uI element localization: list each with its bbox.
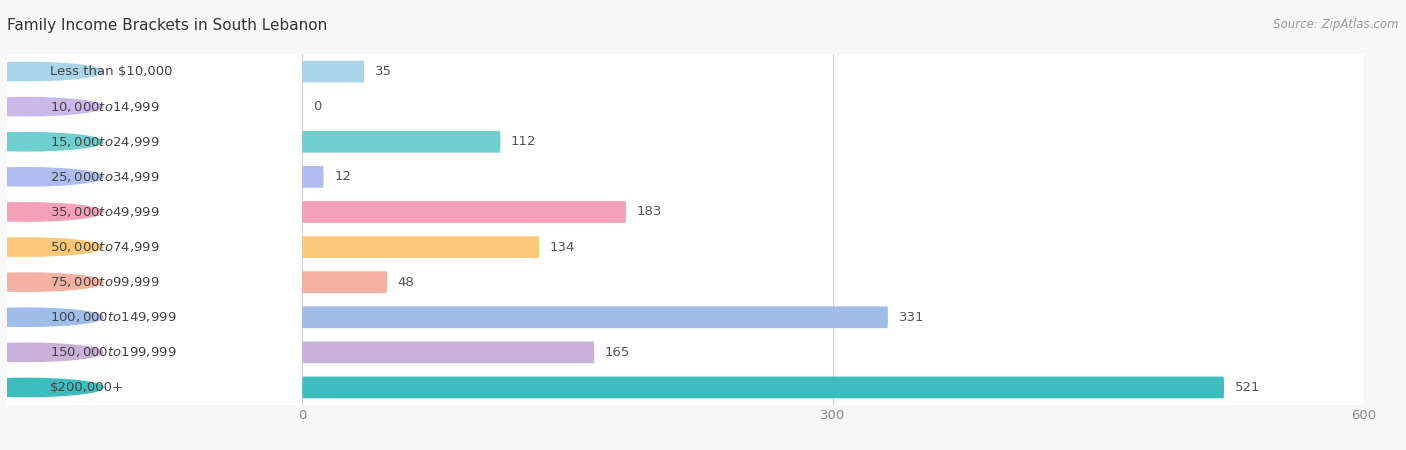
FancyBboxPatch shape <box>302 201 626 223</box>
FancyBboxPatch shape <box>10 61 297 82</box>
FancyBboxPatch shape <box>10 166 297 188</box>
FancyBboxPatch shape <box>10 377 297 398</box>
Text: $75,000 to $99,999: $75,000 to $99,999 <box>49 275 159 289</box>
Text: $10,000 to $14,999: $10,000 to $14,999 <box>49 99 159 114</box>
Text: 12: 12 <box>335 171 352 183</box>
Bar <box>302 370 1364 405</box>
Text: $100,000 to $149,999: $100,000 to $149,999 <box>49 310 176 324</box>
Bar <box>7 300 302 335</box>
Text: 134: 134 <box>550 241 575 253</box>
Bar <box>7 194 302 230</box>
Text: Less than $10,000: Less than $10,000 <box>49 65 173 78</box>
Text: $200,000+: $200,000+ <box>49 381 124 394</box>
Circle shape <box>0 63 103 81</box>
Bar <box>7 54 302 89</box>
Text: $15,000 to $24,999: $15,000 to $24,999 <box>49 135 159 149</box>
FancyBboxPatch shape <box>302 306 889 328</box>
Bar <box>7 335 302 370</box>
Bar <box>302 230 1364 265</box>
Bar <box>302 124 1364 159</box>
Bar <box>302 159 1364 194</box>
Text: 112: 112 <box>510 135 537 148</box>
FancyBboxPatch shape <box>10 96 297 117</box>
Circle shape <box>0 273 103 291</box>
Circle shape <box>0 343 103 361</box>
FancyBboxPatch shape <box>10 342 297 363</box>
Text: $50,000 to $74,999: $50,000 to $74,999 <box>49 240 159 254</box>
Bar <box>7 370 302 405</box>
FancyBboxPatch shape <box>302 61 364 82</box>
Bar <box>302 265 1364 300</box>
Bar <box>7 89 302 124</box>
Text: 165: 165 <box>605 346 630 359</box>
FancyBboxPatch shape <box>10 236 297 258</box>
Text: Source: ZipAtlas.com: Source: ZipAtlas.com <box>1274 18 1399 31</box>
Circle shape <box>0 168 103 186</box>
Bar <box>7 124 302 159</box>
Circle shape <box>0 378 103 396</box>
Text: Family Income Brackets in South Lebanon: Family Income Brackets in South Lebanon <box>7 18 328 33</box>
Circle shape <box>0 98 103 116</box>
FancyBboxPatch shape <box>302 166 323 188</box>
Bar <box>302 194 1364 230</box>
FancyBboxPatch shape <box>10 131 297 153</box>
Bar <box>302 89 1364 124</box>
Text: 48: 48 <box>398 276 415 288</box>
Bar <box>7 230 302 265</box>
Text: 35: 35 <box>375 65 392 78</box>
FancyBboxPatch shape <box>10 306 297 328</box>
FancyBboxPatch shape <box>302 342 595 363</box>
Text: 0: 0 <box>314 100 322 113</box>
Bar <box>7 159 302 194</box>
FancyBboxPatch shape <box>302 271 387 293</box>
Bar <box>7 265 302 300</box>
Text: 331: 331 <box>898 311 924 324</box>
Text: $25,000 to $34,999: $25,000 to $34,999 <box>49 170 159 184</box>
Text: $150,000 to $199,999: $150,000 to $199,999 <box>49 345 176 360</box>
Text: 521: 521 <box>1234 381 1260 394</box>
Circle shape <box>0 238 103 256</box>
FancyBboxPatch shape <box>302 131 501 153</box>
Circle shape <box>0 203 103 221</box>
FancyBboxPatch shape <box>302 236 540 258</box>
FancyBboxPatch shape <box>10 201 297 223</box>
FancyBboxPatch shape <box>302 377 1225 398</box>
Circle shape <box>0 308 103 326</box>
Circle shape <box>0 133 103 151</box>
FancyBboxPatch shape <box>10 271 297 293</box>
Text: 183: 183 <box>637 206 662 218</box>
Bar <box>302 54 1364 89</box>
Bar <box>302 335 1364 370</box>
Bar <box>302 300 1364 335</box>
Text: $35,000 to $49,999: $35,000 to $49,999 <box>49 205 159 219</box>
